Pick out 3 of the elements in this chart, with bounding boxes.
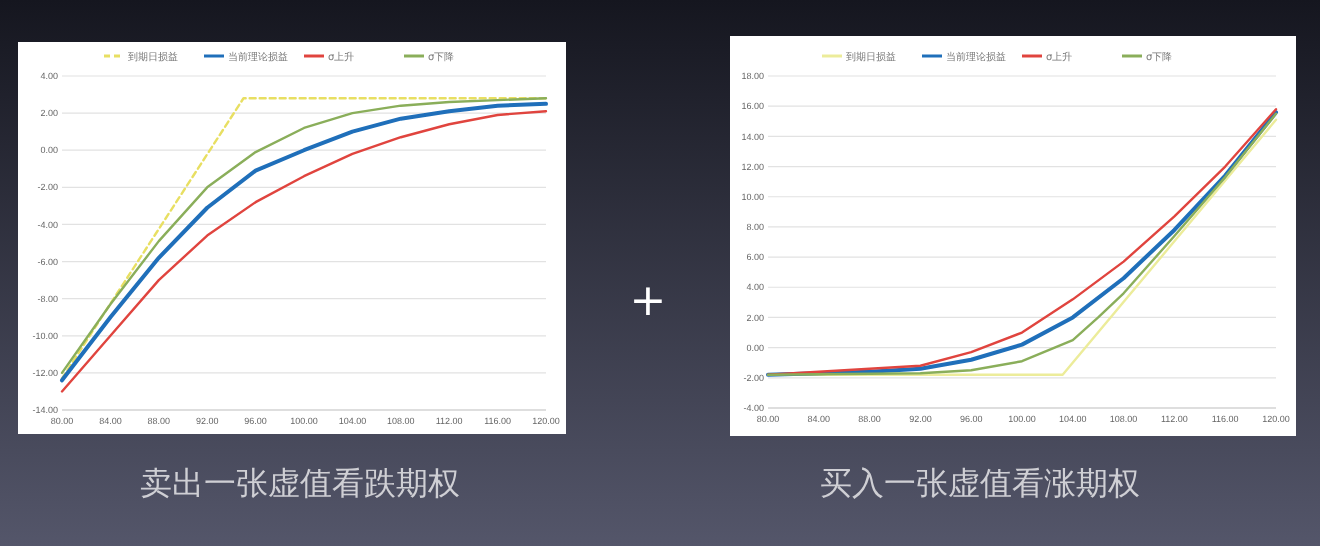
text: 卖出一张虚值看跌期权 (140, 464, 460, 502)
text: 买入一张虚值看涨期权 (820, 464, 1140, 502)
text: + (629, 277, 667, 328)
